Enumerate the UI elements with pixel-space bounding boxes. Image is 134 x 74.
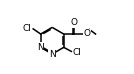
- Text: Cl: Cl: [23, 24, 31, 33]
- Text: O: O: [83, 29, 90, 38]
- Text: N: N: [37, 43, 44, 52]
- Text: N: N: [49, 50, 56, 59]
- Text: Cl: Cl: [72, 48, 81, 57]
- Text: O: O: [70, 18, 77, 27]
